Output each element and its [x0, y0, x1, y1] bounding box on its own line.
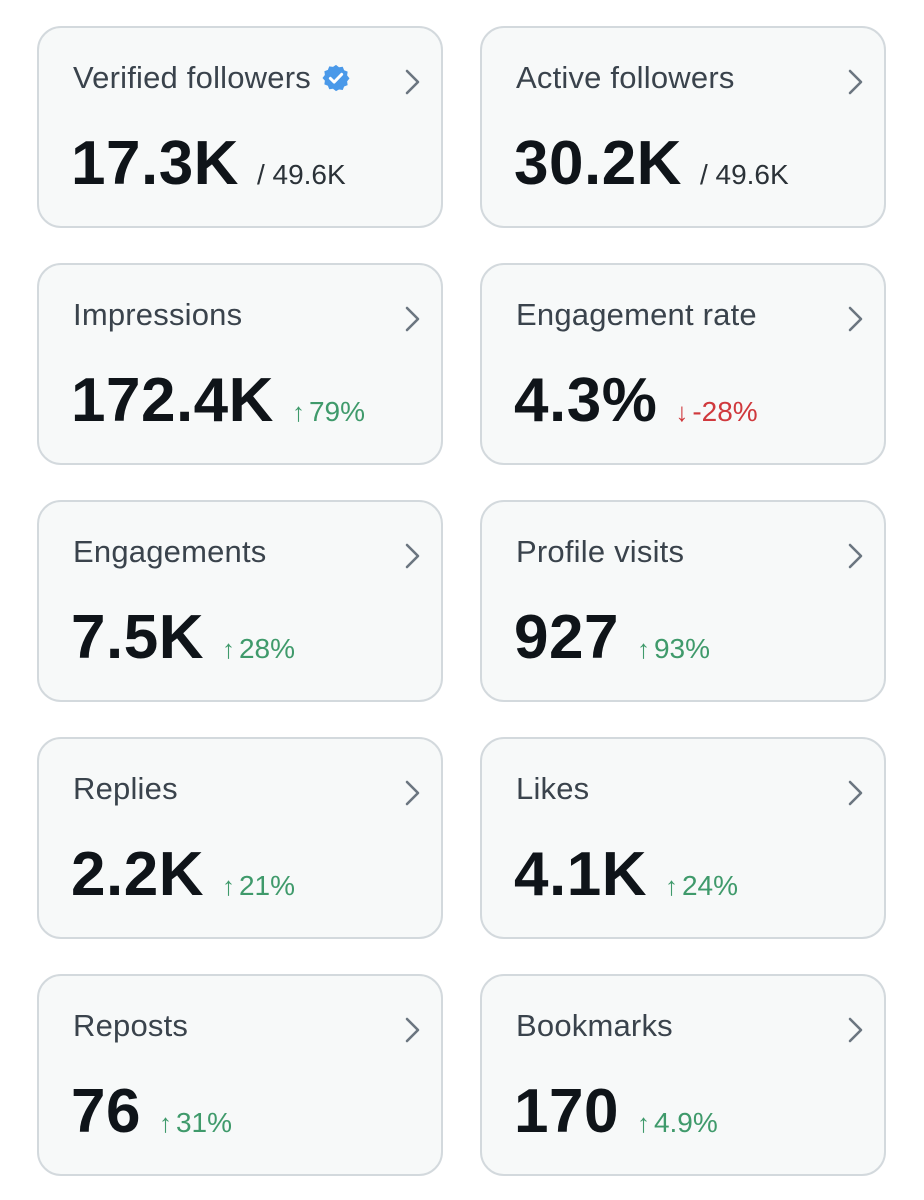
card-impressions[interactable]: Impressions 172.4K ↑ 79%	[37, 263, 443, 465]
card-label-wrap: Profile visits	[516, 534, 684, 570]
chevron-right-icon[interactable]	[846, 542, 866, 570]
card-label-wrap: Replies	[73, 771, 178, 807]
card-label: Verified followers	[73, 60, 311, 95]
card-label: Impressions	[73, 297, 243, 332]
card-engagements[interactable]: Engagements 7.5K ↑ 28%	[37, 500, 443, 702]
change-indicator: ↑ 79%	[292, 396, 365, 428]
card-label: Likes	[516, 771, 590, 806]
change-value: 4.9%	[653, 1107, 718, 1138]
metric-total: / 49.6K	[256, 159, 346, 190]
card-label: Engagement rate	[516, 297, 757, 332]
card-label: Profile visits	[516, 534, 685, 569]
metric-value: 7.5K	[71, 603, 204, 672]
value-row: 30.2K / 49.6K	[514, 128, 789, 199]
change-indicator: ↑ 4.9%	[637, 1107, 718, 1139]
change-value: 24%	[681, 870, 739, 901]
change-value: 28%	[238, 633, 296, 664]
card-verified-followers[interactable]: Verified followers 17.3K / 49.6K	[37, 26, 443, 228]
arrow-up-icon: ↑	[221, 634, 235, 664]
card-reposts[interactable]: Reposts 76 ↑ 31%	[37, 974, 443, 1176]
metric-value: 172.4K	[71, 366, 274, 435]
card-label-wrap: Engagements	[73, 534, 267, 570]
change-indicator: ↑ 31%	[159, 1107, 232, 1139]
card-replies[interactable]: Replies 2.2K ↑ 21%	[37, 737, 443, 939]
change-indicator: ↓ -28%	[675, 396, 757, 428]
arrow-up-icon: ↑	[291, 397, 305, 427]
card-label-wrap: Likes	[516, 771, 589, 807]
card-bookmarks[interactable]: Bookmarks 170 ↑ 4.9%	[480, 974, 886, 1176]
arrow-up-icon: ↑	[636, 634, 650, 664]
metric-value: 4.1K	[514, 840, 647, 909]
arrow-up-icon: ↑	[636, 1108, 650, 1138]
arrow-up-icon: ↑	[664, 871, 678, 901]
chevron-right-icon[interactable]	[846, 305, 866, 333]
metric-value: 4.3%	[514, 366, 658, 435]
change-value: -28%	[692, 396, 758, 427]
card-label-wrap: Reposts	[73, 1008, 188, 1044]
value-row: 4.1K ↑ 24%	[514, 839, 738, 910]
verified-badge-icon	[322, 64, 350, 92]
value-row: 7.5K ↑ 28%	[71, 602, 295, 673]
card-active-followers[interactable]: Active followers 30.2K / 49.6K	[480, 26, 886, 228]
card-label: Engagements	[73, 534, 267, 569]
change-value: 31%	[175, 1107, 233, 1138]
change-indicator: ↑ 28%	[222, 633, 295, 665]
value-row: 17.3K / 49.6K	[71, 128, 346, 199]
value-row: 172.4K ↑ 79%	[71, 365, 365, 436]
change-value: 79%	[308, 396, 365, 427]
metric-value: 2.2K	[71, 840, 204, 909]
card-likes[interactable]: Likes 4.1K ↑ 24%	[480, 737, 886, 939]
chevron-right-icon[interactable]	[846, 68, 866, 96]
change-indicator: ↑ 21%	[222, 870, 295, 902]
metric-value: 927	[514, 603, 619, 672]
value-row: 76 ↑ 31%	[71, 1076, 232, 1147]
change-value: 21%	[238, 870, 296, 901]
arrow-up-icon: ↑	[221, 871, 235, 901]
chevron-right-icon[interactable]	[403, 305, 423, 333]
card-label-wrap: Verified followers	[73, 60, 351, 96]
card-label-wrap: Impressions	[73, 297, 242, 333]
chevron-right-icon[interactable]	[403, 68, 423, 96]
card-label: Reposts	[73, 1008, 189, 1043]
value-row: 4.3% ↓ -28%	[514, 365, 758, 436]
card-label-wrap: Engagement rate	[516, 297, 757, 333]
card-label-wrap: Active followers	[516, 60, 735, 96]
change-indicator: ↑ 93%	[637, 633, 710, 665]
chevron-right-icon[interactable]	[846, 779, 866, 807]
value-row: 927 ↑ 93%	[514, 602, 710, 673]
arrow-up-icon: ↑	[158, 1108, 172, 1138]
change-value: 93%	[653, 633, 710, 664]
chevron-right-icon[interactable]	[403, 779, 423, 807]
card-label-wrap: Bookmarks	[516, 1008, 673, 1044]
metric-value: 76	[71, 1077, 141, 1146]
value-row: 2.2K ↑ 21%	[71, 839, 295, 910]
card-label: Replies	[73, 771, 178, 806]
card-profile-visits[interactable]: Profile visits 927 ↑ 93%	[480, 500, 886, 702]
chevron-right-icon[interactable]	[403, 542, 423, 570]
chevron-right-icon[interactable]	[846, 1016, 866, 1044]
metric-total: / 49.6K	[699, 159, 789, 190]
card-engagement-rate[interactable]: Engagement rate 4.3% ↓ -28%	[480, 263, 886, 465]
metric-value: 30.2K	[514, 129, 682, 198]
card-label: Active followers	[516, 60, 735, 95]
chevron-right-icon[interactable]	[403, 1016, 423, 1044]
card-label: Bookmarks	[516, 1008, 673, 1043]
change-indicator: ↑ 24%	[665, 870, 738, 902]
arrow-down-icon: ↓	[675, 397, 689, 427]
metric-value: 17.3K	[71, 129, 239, 198]
value-row: 170 ↑ 4.9%	[514, 1076, 718, 1147]
metric-value: 170	[514, 1077, 619, 1146]
